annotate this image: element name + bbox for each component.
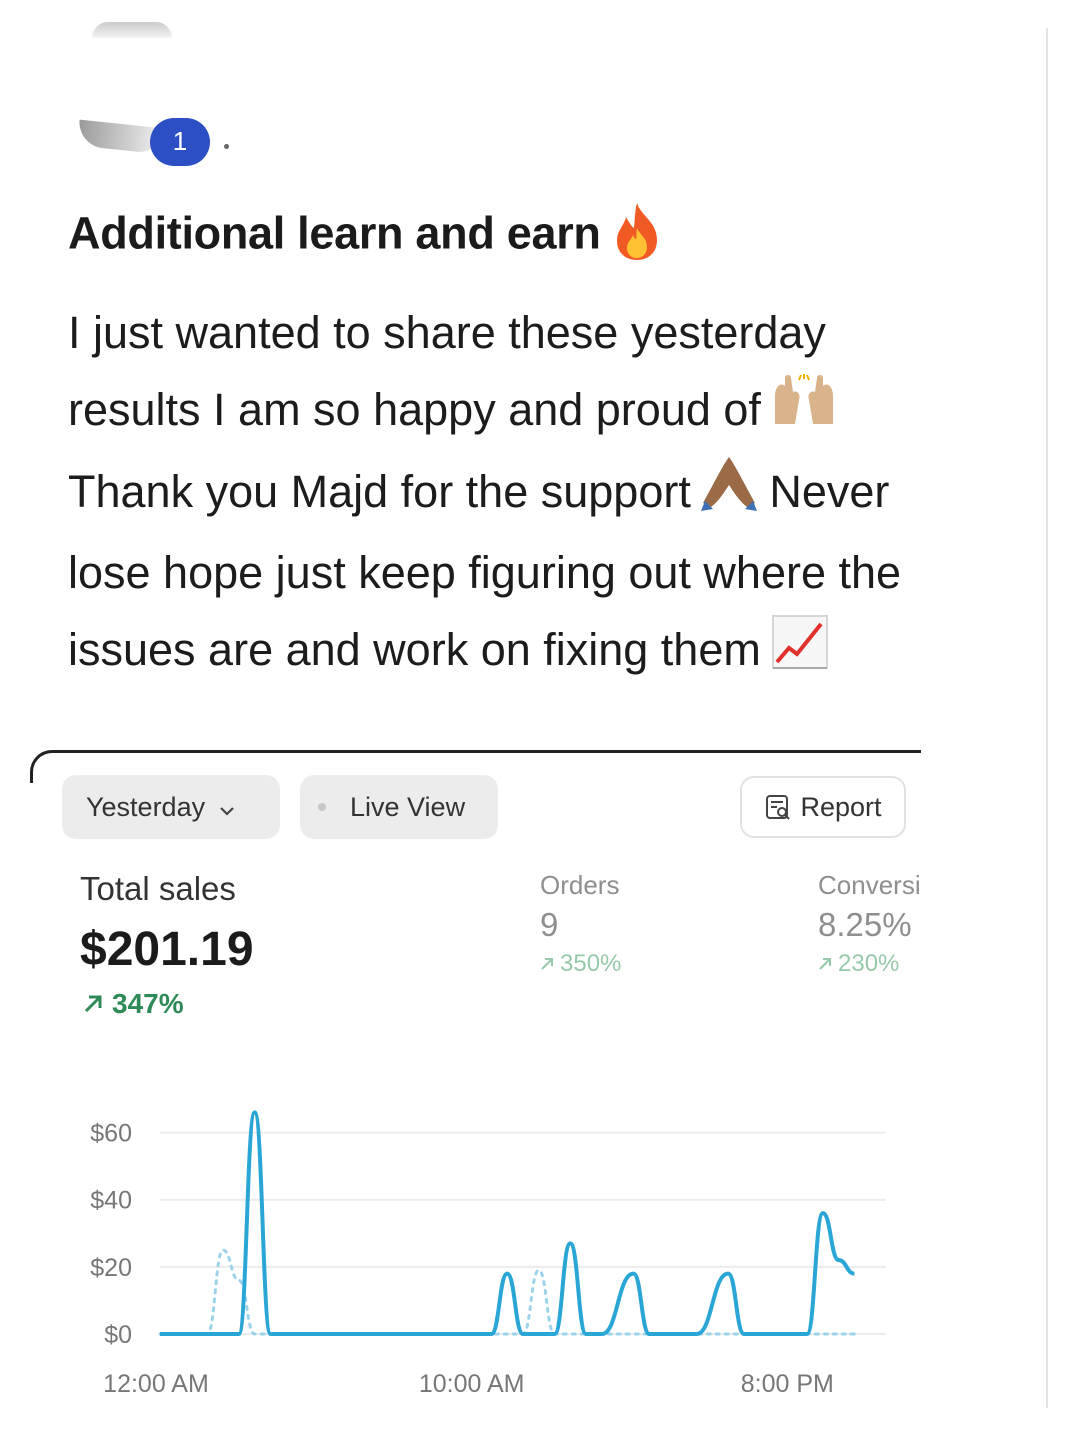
post-title-text: Additional learn and earn (68, 207, 601, 259)
fire-icon (611, 200, 663, 273)
separator-dot (224, 144, 229, 149)
analytics-card-border (30, 750, 921, 783)
arrow-up-right-icon (84, 995, 102, 1013)
count-badge: 1 (150, 118, 210, 166)
conversion-change-value: 230% (838, 950, 900, 977)
folded-hands-icon (700, 455, 757, 534)
orders-label: Orders (540, 870, 620, 900)
post-body-text: issues are and work on fixing them (68, 624, 761, 676)
sales-series-line (159, 1110, 855, 1336)
avatar-group[interactable]: 1 (76, 118, 238, 174)
report-label: Report (800, 791, 882, 822)
date-filter-label: Yesterday (86, 791, 206, 822)
live-dot-icon (318, 803, 326, 811)
post-body-text: Never (769, 465, 890, 517)
total-sales-value: $201.19 (80, 923, 254, 976)
post-body-line: issues are and work on fixing them (68, 611, 1036, 693)
chart-increasing-icon (771, 614, 829, 693)
conversion-label: Conversi (818, 870, 921, 900)
arrow-up-right-icon (819, 958, 831, 970)
post-title: Additional learn and earn (68, 200, 663, 273)
live-view-button[interactable]: Live View (300, 775, 498, 839)
page-edge (1046, 28, 1048, 1408)
y-tick-label: $0 (104, 1321, 132, 1349)
x-tick-label: 10:00 AM (419, 1370, 525, 1398)
orders-change-value: 350% (560, 950, 622, 977)
date-filter-dropdown[interactable]: Yesterday (62, 775, 280, 839)
post-body-line: I just wanted to share these yesterday (68, 307, 826, 358)
x-tick-label: 12:00 AM (103, 1370, 209, 1398)
total-sales-label: Total sales (80, 870, 236, 907)
conversion-change: 230% (818, 950, 899, 978)
x-tick-label: 8:00 PM (741, 1370, 834, 1398)
orders-change: 350% (540, 950, 621, 978)
post-body-line: Thank you Majd for the support Never (68, 453, 1036, 535)
y-tick-label: $60 (90, 1120, 132, 1148)
post-body: I just wanted to share these yesterday r… (68, 294, 1036, 693)
report-icon (766, 795, 791, 820)
y-tick-label: $40 (90, 1187, 132, 1215)
post-body-text: Thank you Majd for the support (68, 465, 691, 517)
y-tick-label: $20 (90, 1254, 132, 1282)
total-sales-change: 347% (82, 988, 184, 1020)
live-view-label: Live View (350, 791, 466, 822)
total-sales-change-value: 347% (112, 988, 184, 1019)
post-body-line: lose hope just keep figuring out where t… (68, 547, 902, 599)
raising-hands-icon (771, 373, 837, 453)
orders-value: 9 (540, 906, 559, 943)
post-body-text: results I am so happy and proud of (68, 384, 761, 435)
sales-chart: $60 $40 $20 $0 12:00 AM 10:00 AM 8:00 PM (90, 1110, 886, 1398)
avatar (92, 22, 172, 38)
arrow-up-right-icon (541, 958, 553, 970)
report-button[interactable]: Report (740, 776, 906, 838)
chevron-down-icon (219, 792, 235, 823)
post-body-line: results I am so happy and proud of (68, 371, 1036, 453)
conversion-value: 8.25% (818, 906, 912, 943)
